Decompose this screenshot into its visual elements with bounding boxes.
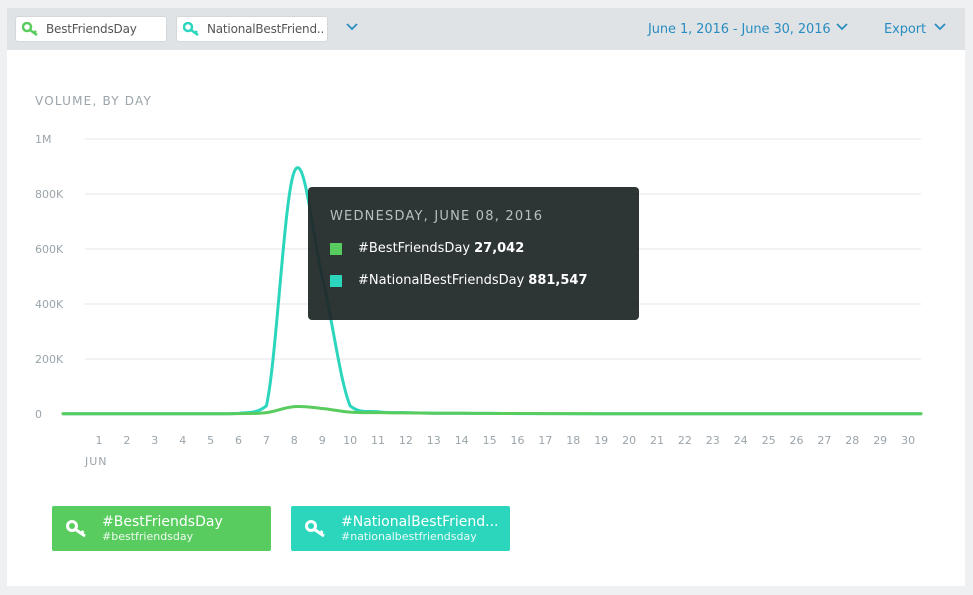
x-tick-label: 17 [538, 434, 552, 447]
x-tick-label: 12 [399, 434, 413, 447]
filter-chip-bestfriendsday[interactable]: BestFriendsDay [15, 16, 167, 42]
y-tick-label: 600K [35, 243, 64, 256]
legend-item-nationalbestfriendsday[interactable]: #NationalBestFriend... #nationalbestfrie… [291, 506, 510, 551]
x-tick-label: 15 [483, 434, 497, 447]
x-tick-label: 11 [371, 434, 385, 447]
filter-chip-label: NationalBestFriend.. [207, 22, 325, 36]
legend-subtitle: #bestfriendsday [102, 529, 194, 543]
tooltip-date: WEDNESDAY, JUNE 08, 2016 [330, 209, 544, 224]
y-tick-label: 1M [35, 133, 52, 146]
x-tick-label: 6 [235, 434, 242, 447]
series-swatch [330, 242, 342, 255]
y-tick-label: 400K [35, 298, 64, 311]
key-icon [183, 22, 199, 36]
tooltip-series-value: 27,042 [474, 241, 525, 256]
key-icon [22, 22, 38, 36]
tooltip-series-name: #NationalBestFriendsDay [358, 273, 525, 288]
legend-subtitle: #nationalbestfriendsday [341, 529, 477, 543]
x-tick-label: 8 [291, 434, 298, 447]
filter-chip-label: BestFriendsDay [46, 22, 137, 36]
tooltip-series-value: 881,547 [528, 273, 588, 288]
series-swatch [330, 274, 342, 287]
legend-item-bestfriendsday[interactable]: #BestFriendsDay #bestfriendsday [52, 506, 271, 551]
x-tick-label: 23 [706, 434, 720, 447]
chevron-down-icon[interactable] [836, 23, 848, 31]
legend-title: #BestFriendsDay [102, 513, 223, 530]
key-icon [66, 519, 86, 537]
chart-tooltip: WEDNESDAY, JUNE 08, 2016 #BestFriendsDay… [308, 187, 639, 320]
x-tick-label: 9 [319, 434, 326, 447]
x-tick-label: 7 [263, 434, 270, 447]
y-tick-label: 0 [35, 408, 42, 421]
x-tick-label: 20 [622, 434, 636, 447]
x-tick-label: 19 [594, 434, 608, 447]
x-tick-label: 24 [734, 434, 748, 447]
x-axis-label: JUN [84, 455, 108, 468]
filter-chip-nationalbestfriendsday[interactable]: NationalBestFriend.. [176, 16, 328, 42]
x-tick-label: 5 [207, 434, 214, 447]
x-tick-label: 14 [455, 434, 469, 447]
chart-card: VOLUME, BY DAY 0 200K 400K 600K 800K 1M 1 2 3 4 5 6… [7, 50, 965, 586]
x-tick-label: 13 [427, 434, 441, 447]
x-tick-label: 30 [901, 434, 915, 447]
x-tick-label: 25 [762, 434, 776, 447]
chevron-down-icon[interactable] [934, 23, 946, 31]
x-tick-label: 10 [343, 434, 357, 447]
y-tick-label: 800K [35, 188, 64, 201]
x-tick-label: 2 [123, 434, 130, 447]
x-tick-label: 26 [790, 434, 804, 447]
export-button[interactable]: Export [884, 22, 926, 37]
x-tick-label: 21 [650, 434, 664, 447]
y-tick-label: 200K [35, 353, 64, 366]
filter-bar: BestFriendsDay NationalBestFriend.. June… [7, 8, 965, 50]
date-range-selector[interactable]: June 1, 2016 - June 30, 2016 [648, 22, 831, 37]
x-tick-label: 16 [511, 434, 525, 447]
tooltip-row-nationalbestfriendsday: #NationalBestFriendsDay 881,547 [330, 273, 639, 288]
x-tick-label: 27 [817, 434, 831, 447]
tooltip-series-name: #BestFriendsDay [358, 241, 471, 256]
key-icon [305, 519, 325, 537]
x-tick-label: 28 [845, 434, 859, 447]
x-tick-label: 1 [96, 434, 103, 447]
tooltip-row-bestfriendsday: #BestFriendsDay 27,042 [330, 241, 639, 256]
series-line-bestfriendsday [61, 404, 923, 416]
x-tick-label: 22 [678, 434, 692, 447]
chart-title: VOLUME, BY DAY [35, 94, 153, 108]
chevron-down-icon[interactable] [346, 23, 358, 31]
x-tick-label: 29 [873, 434, 887, 447]
legend-title: #NationalBestFriend... [341, 513, 499, 530]
x-tick-label: 4 [179, 434, 186, 447]
x-tick-label: 3 [151, 434, 158, 447]
x-tick-label: 18 [566, 434, 580, 447]
